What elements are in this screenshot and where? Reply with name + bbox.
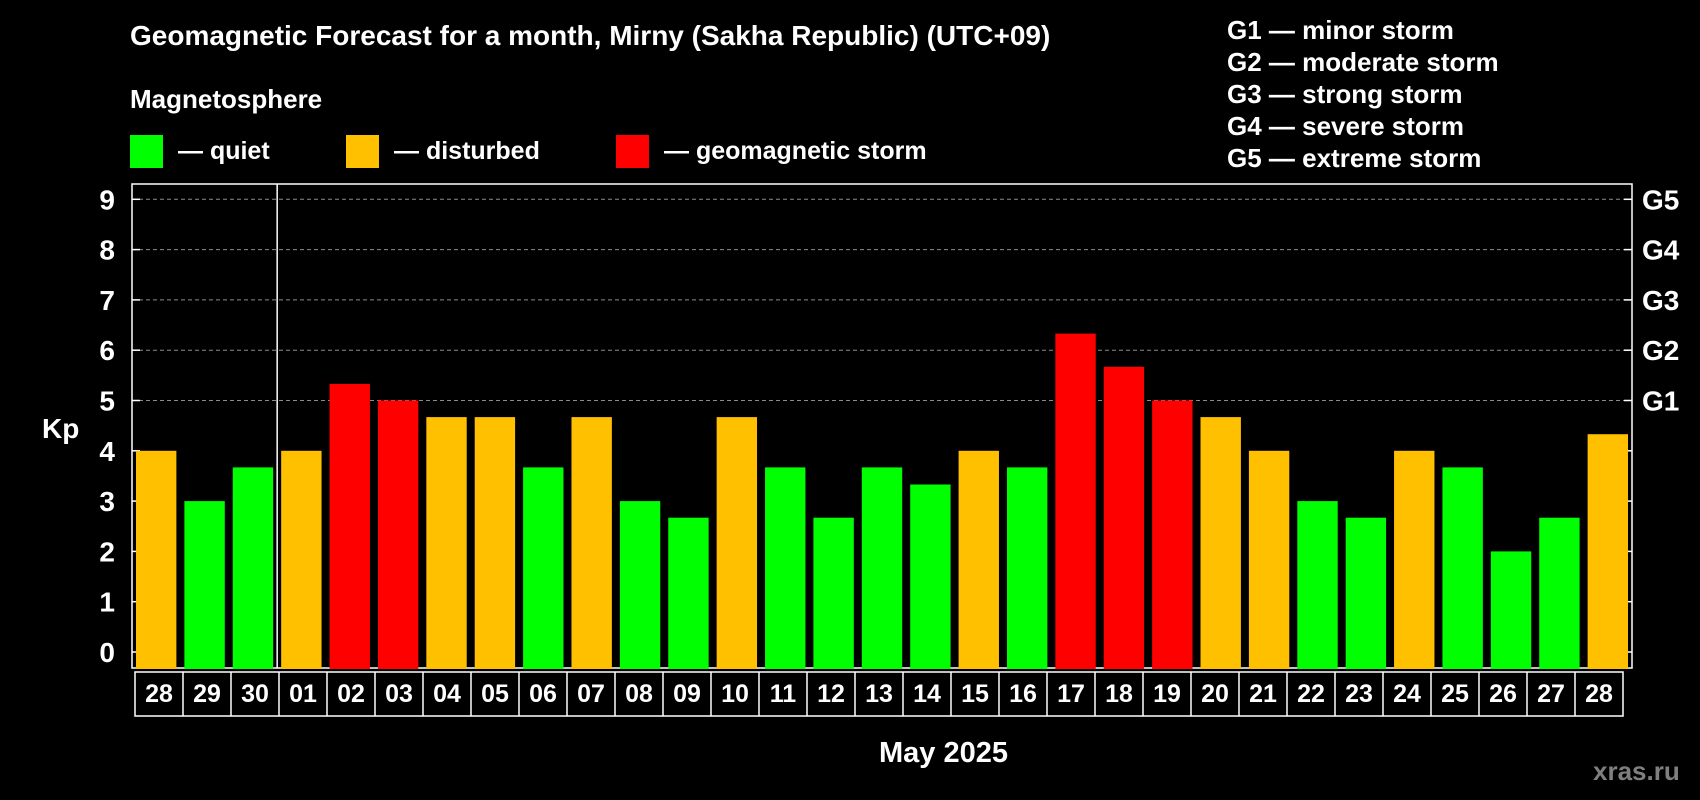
y-tick-label: 8 — [99, 235, 115, 266]
bar-27 — [1539, 517, 1580, 669]
x-tick-label: 29 — [193, 680, 221, 708]
legend-item-disturbed: — disturbed — [346, 134, 540, 168]
x-tick-label: 02 — [337, 680, 365, 708]
x-tick-label: 22 — [1297, 680, 1325, 708]
x-tick-label: 30 — [241, 680, 269, 708]
x-tick-label: 13 — [865, 680, 893, 708]
y-tick-label: 7 — [99, 285, 115, 316]
bar-14 — [910, 484, 951, 669]
x-tick-label: 18 — [1105, 680, 1133, 708]
bar-07 — [571, 417, 612, 669]
x-tick-label: 24 — [1393, 680, 1421, 708]
bar-15 — [958, 450, 999, 669]
bar-08 — [619, 501, 661, 669]
bar-13 — [861, 467, 903, 669]
x-tick-label: 19 — [1153, 680, 1181, 708]
y-tick-label: 1 — [99, 587, 115, 618]
watermark: xras.ru — [1593, 756, 1680, 786]
legend-label-quiet: — quiet — [178, 136, 270, 165]
legend-label-storm: — geomagnetic storm — [664, 136, 927, 165]
bar-28 — [136, 450, 177, 669]
x-tick-label: 26 — [1489, 680, 1517, 708]
x-tick-label: 20 — [1201, 680, 1229, 708]
bar-01 — [281, 450, 322, 669]
legend-item-quiet: — quiet — [130, 134, 270, 168]
month-label: May 2025 — [879, 737, 1008, 769]
date-box-frame — [134, 671, 1624, 717]
magnetosphere-heading: Magnetosphere — [130, 84, 323, 114]
g-scale-g3: G3 — strong storm — [1227, 79, 1463, 109]
chart-title: Geomagnetic Forecast for a month, Mirny … — [130, 20, 1051, 51]
g-level-label: G5 — [1642, 184, 1679, 215]
g-scale-g5: G5 — extreme storm — [1227, 143, 1482, 173]
y-axis-label: Kp — [42, 413, 79, 444]
g-scale-legend: G1 — minor storm G2 — moderate storm G3 … — [1227, 14, 1499, 174]
x-tick-label: 28 — [145, 680, 173, 708]
x-tick-label: 11 — [770, 680, 797, 708]
bar-23 — [1345, 517, 1387, 669]
legend-label-disturbed: — disturbed — [394, 136, 540, 165]
x-tick-label: 14 — [913, 680, 941, 708]
bar-21 — [1248, 450, 1290, 669]
legend-swatch-quiet — [130, 134, 163, 168]
g-scale-g2: G2 — moderate storm — [1227, 47, 1499, 77]
bar-24 — [1394, 450, 1435, 669]
x-tick-label: 01 — [289, 680, 317, 708]
x-tick-label: 23 — [1345, 680, 1373, 708]
bar-30 — [232, 467, 274, 669]
x-tick-label: 17 — [1057, 680, 1085, 708]
bar-02 — [329, 383, 370, 669]
x-tick-label: 03 — [385, 680, 413, 708]
y-tick-label: 4 — [99, 436, 115, 467]
bar-09 — [668, 517, 709, 669]
bar-17 — [1055, 333, 1096, 669]
y-tick-label: 5 — [99, 386, 115, 417]
x-tick-label: 28 — [1585, 680, 1613, 708]
x-tick-label: 07 — [577, 680, 605, 708]
bar-18 — [1103, 366, 1145, 669]
legend-swatch-storm — [616, 134, 649, 168]
y-tick-label: 0 — [99, 637, 115, 668]
bar-16 — [1006, 467, 1048, 669]
x-tick-label: 27 — [1537, 680, 1565, 708]
bar-29 — [184, 501, 225, 669]
x-tick-label: 05 — [481, 680, 509, 708]
bar-28 — [1587, 434, 1628, 669]
legend-item-storm: — geomagnetic storm — [616, 134, 927, 168]
bar-05 — [474, 417, 516, 669]
g-level-label: G2 — [1642, 335, 1679, 366]
g-level-label: G4 — [1642, 235, 1680, 266]
bar-03 — [377, 400, 419, 669]
bar-19 — [1152, 400, 1193, 669]
bar-04 — [426, 417, 467, 669]
x-tick-label: 12 — [817, 680, 845, 708]
bar-20 — [1200, 417, 1241, 669]
x-tick-label: 06 — [529, 680, 557, 708]
x-tick-label: 21 — [1249, 680, 1277, 708]
y-tick-label: 6 — [99, 335, 115, 366]
bar-22 — [1297, 501, 1338, 669]
bar-06 — [523, 467, 564, 669]
bar-11 — [765, 467, 806, 669]
g-level-label: G3 — [1642, 285, 1679, 316]
y-tick-label: 3 — [99, 486, 115, 517]
x-tick-label: 25 — [1441, 680, 1469, 708]
x-tick-label: 10 — [721, 680, 749, 708]
bar-10 — [716, 417, 758, 669]
x-tick-label: 16 — [1009, 680, 1037, 708]
x-tick-label: 08 — [625, 680, 653, 708]
y-tick-label: 2 — [99, 536, 115, 567]
g-scale-g4: G4 — severe storm — [1227, 111, 1465, 141]
bar-12 — [813, 517, 854, 669]
x-tick-label: 09 — [673, 680, 701, 708]
legend-swatch-disturbed — [346, 134, 379, 168]
x-tick-label: 15 — [961, 680, 989, 708]
x-tick-label: 04 — [433, 680, 461, 708]
y-tick-label: 9 — [99, 184, 115, 215]
g-level-label: G1 — [1642, 386, 1679, 417]
bar-26 — [1490, 551, 1532, 669]
bar-25 — [1442, 467, 1483, 669]
g-scale-g1: G1 — minor storm — [1227, 15, 1454, 45]
